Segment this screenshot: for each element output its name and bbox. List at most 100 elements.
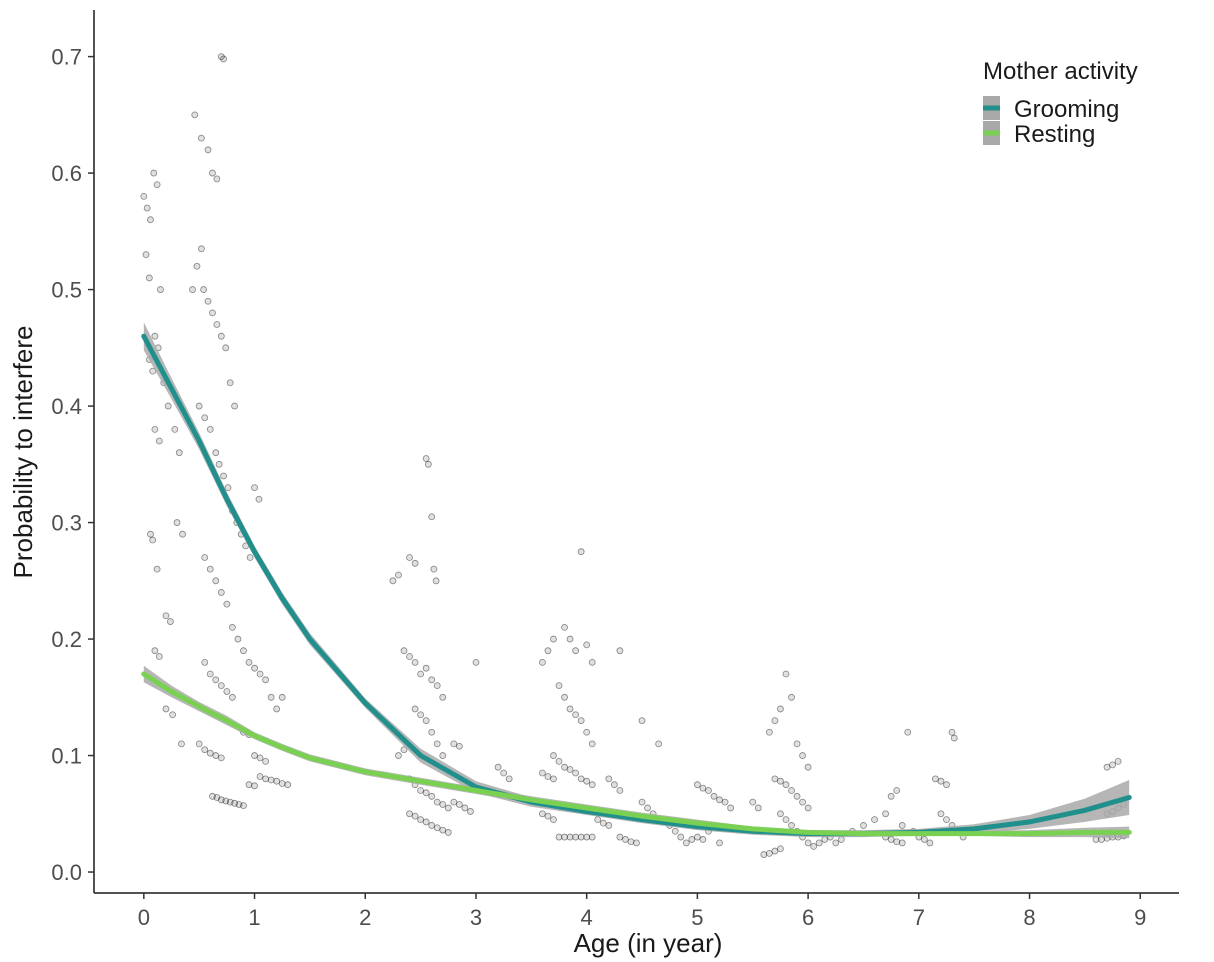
data-point	[206, 565, 214, 573]
data-point	[777, 845, 784, 853]
data-point	[411, 658, 419, 666]
data-point	[677, 833, 685, 841]
data-point	[682, 839, 690, 847]
data-point	[153, 181, 161, 189]
data-point	[428, 728, 436, 736]
data-point	[223, 688, 231, 695]
data-point	[588, 833, 596, 841]
data-point	[439, 752, 447, 759]
data-point	[428, 792, 436, 800]
data-point	[561, 763, 568, 771]
data-point	[577, 833, 585, 841]
data-point	[422, 818, 430, 826]
data-point	[220, 55, 227, 63]
data-point	[273, 705, 281, 713]
data-point	[920, 836, 928, 843]
data-point	[948, 728, 956, 736]
data-point	[804, 839, 812, 847]
x-ticks: 0 1 2 3 4 5 6 7 8 9	[138, 893, 1146, 930]
data-point	[195, 402, 203, 410]
data-point	[201, 746, 209, 754]
data-point	[937, 810, 945, 818]
data-point	[893, 838, 901, 846]
data-point	[943, 816, 950, 824]
data-point	[215, 460, 223, 468]
data-point	[583, 833, 591, 841]
data-point	[472, 658, 480, 666]
data-point	[610, 781, 618, 789]
data-point	[605, 822, 613, 829]
scatter-points	[140, 53, 1128, 858]
data-point	[262, 775, 270, 783]
data-point	[217, 754, 225, 762]
data-point	[588, 740, 596, 748]
data-point	[799, 798, 806, 806]
data-point	[179, 530, 186, 538]
data-point	[195, 740, 203, 748]
y-ticks: 0.0 0.1 0.2 0.3 0.4 0.5 0.6 0.7	[51, 45, 94, 885]
data-point	[633, 839, 640, 847]
data-point	[572, 833, 580, 841]
data-point	[754, 804, 762, 812]
data-point	[577, 548, 585, 556]
data-point	[150, 169, 158, 177]
data-point	[256, 670, 264, 678]
data-point	[771, 717, 779, 724]
data-point	[262, 676, 270, 684]
data-point	[406, 810, 413, 818]
data-point	[860, 822, 867, 829]
data-point	[422, 664, 430, 672]
data-point	[555, 757, 563, 765]
data-point	[716, 796, 723, 804]
legend: Mother activity Grooming Resting	[983, 58, 1138, 148]
data-point	[455, 742, 463, 750]
x-tick-label: 4	[581, 905, 593, 930]
data-point	[231, 799, 239, 807]
data-point	[544, 647, 552, 655]
data-point	[821, 836, 829, 843]
data-point	[561, 624, 568, 631]
data-point	[544, 812, 552, 820]
y-tick-label: 0.5	[51, 278, 82, 303]
data-point	[206, 670, 214, 678]
y-tick-label: 0.2	[51, 627, 82, 652]
x-tick-label: 6	[802, 905, 814, 930]
data-point	[406, 653, 413, 660]
data-point	[433, 824, 441, 832]
data-point	[893, 787, 901, 794]
data-point	[245, 658, 253, 666]
data-point	[566, 833, 574, 841]
x-tick-label: 1	[248, 905, 260, 930]
legend-label-grooming: Grooming	[1014, 96, 1119, 123]
data-point	[191, 111, 199, 119]
data-point	[1109, 761, 1116, 769]
data-point	[693, 833, 701, 841]
data-point	[206, 425, 214, 433]
data-point	[209, 792, 216, 800]
data-point	[538, 658, 546, 666]
data-point	[583, 641, 591, 649]
data-point	[223, 600, 231, 608]
data-point	[251, 664, 258, 672]
legend-title: Mother activity	[983, 58, 1138, 85]
data-point	[1103, 763, 1111, 771]
data-point	[411, 705, 419, 713]
data-point	[433, 682, 441, 690]
data-point	[461, 804, 469, 812]
y-tick-label: 0.3	[51, 511, 82, 536]
data-point	[793, 792, 801, 800]
data-point	[937, 777, 945, 785]
data-point	[871, 816, 878, 824]
data-point	[943, 781, 950, 789]
data-point	[699, 836, 707, 843]
data-point	[189, 286, 196, 293]
data-point	[749, 798, 757, 806]
data-point	[765, 849, 773, 857]
data-point	[171, 425, 179, 433]
data-point	[538, 769, 546, 777]
data-point	[422, 455, 430, 462]
data-point	[566, 766, 574, 773]
data-point	[422, 789, 430, 797]
data-point	[197, 134, 205, 142]
data-point	[217, 796, 225, 804]
